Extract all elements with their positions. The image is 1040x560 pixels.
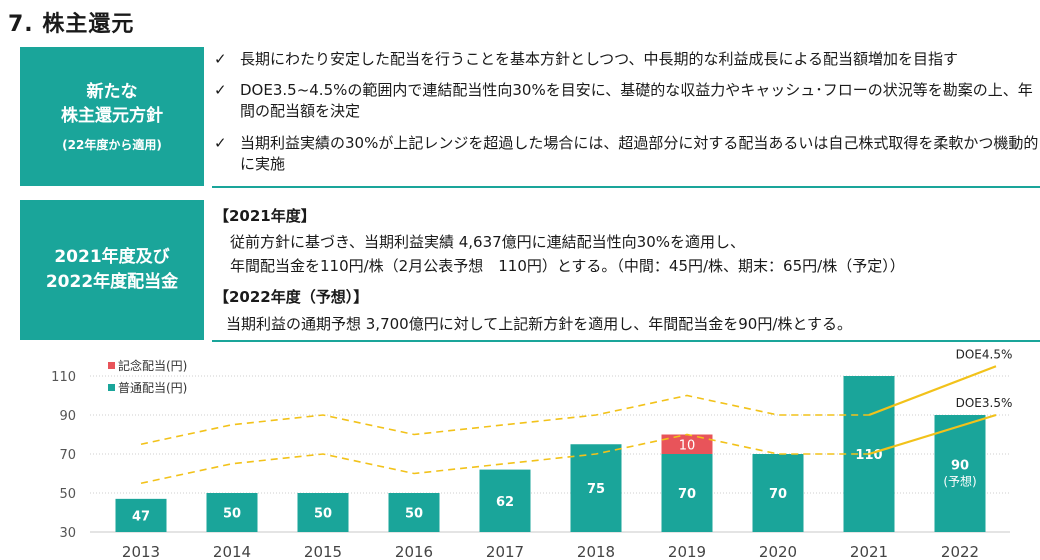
bar-value-label: 90: [951, 459, 969, 474]
bar-value-label: 50: [314, 507, 332, 522]
doe-projection-line: [868, 365, 997, 417]
y-tick-label: 30: [59, 526, 76, 541]
policy-label-line1: 新たな: [86, 82, 138, 102]
bar-value-label: 70: [769, 487, 787, 502]
policy-bullet: ✓ 長期にわたり安定した配当を行うことを基本方針としつつ、中長期的な利益成長によ…: [214, 49, 1040, 70]
bar-regular: [388, 493, 440, 532]
bar-regular: [115, 498, 167, 532]
x-tick-label: 2020: [759, 543, 797, 560]
dividend-label-line2: 2022年度配当金: [45, 272, 179, 292]
x-tick-label: 2021: [850, 543, 888, 560]
doe-projection-label: DOE3.5%: [956, 396, 1013, 410]
bar-value-label: 75: [587, 482, 605, 497]
bar-value-label: 62: [496, 495, 514, 510]
y-tick-label: 110: [51, 370, 76, 385]
x-tick-label: 2019: [668, 543, 706, 560]
policy-bullet-text: 当期利益実績の30%が上記レンジを超過した場合には、超過部分に対する配当あるいは…: [240, 134, 1039, 173]
bar-regular: [206, 493, 258, 532]
check-icon: ✓: [214, 81, 227, 99]
bar-regular: [479, 469, 531, 532]
check-icon: ✓: [214, 50, 227, 68]
bar-regular: [661, 454, 713, 532]
bar-commemorative: [661, 434, 713, 454]
policy-bullet-text: 長期にわたり安定した配当を行うことを基本方針としつつ、中長期的な利益成長による配…: [240, 50, 959, 68]
x-tick-label: 2022: [941, 543, 979, 560]
y-tick-label: 90: [59, 409, 76, 424]
bar-value-label: 70: [678, 487, 696, 502]
bar-value-label: 50: [223, 507, 241, 522]
dividend-chart: 30 50 70 90 110 47 2013 50 2014 50 2015 50 2016 62 201…: [51, 347, 1013, 560]
fy2021-line2: 年間配当金を110円/株（2月公表予想 110円）とする。（中間：45円/株、期…: [230, 257, 905, 275]
y-tick-label: 70: [59, 448, 76, 463]
bar-regular: [297, 493, 349, 532]
x-tick-label: 2018: [577, 543, 615, 560]
fy2022-heading: 【2022年度（予想）】: [214, 288, 369, 306]
policy-label-box: 新たな 株主還元方針 (22年度から適用): [20, 47, 204, 186]
legend-swatch-regular: [108, 384, 115, 391]
doe-projection-line: [868, 413, 997, 456]
doe-projection-label: DOE4.5%: [956, 347, 1013, 361]
legend-swatch-commemorative: [108, 362, 115, 369]
dividend-label-line1: 2021年度及び: [54, 247, 170, 267]
section-divider: [212, 186, 1040, 188]
policy-label-note: (22年度から適用): [62, 138, 162, 152]
policy-bullet-text: DOE3.5~4.5%の範囲内で連結配当性向30%を目安に、基礎的な収益力やキャ…: [240, 81, 1033, 120]
x-tick-label: 2016: [395, 543, 433, 560]
bar-regular: [934, 415, 986, 532]
dividend-label-box: 2021年度及び 2022年度配当金: [20, 200, 204, 340]
bar-value-label: 50: [405, 507, 423, 522]
policy-label-line2: 株主還元方針: [61, 106, 163, 126]
bar-regular: [570, 444, 622, 532]
legend-label: 記念配当(円): [118, 358, 187, 373]
bar-value-label: 47: [132, 509, 150, 524]
page-title: 7. 株主還元: [8, 12, 135, 37]
section-divider: [212, 340, 1040, 342]
bar-sublabel: (予想): [943, 474, 976, 489]
x-tick-label: 2014: [213, 543, 251, 560]
x-tick-label: 2017: [486, 543, 524, 560]
fy2021-line1: 従前方針に基づき、当期利益実績 4,637億円に連結配当性向30%を適用し、: [230, 233, 746, 251]
doe-line: [140, 433, 869, 485]
bar-commemorative-label: 10: [679, 438, 696, 453]
doe-line: [140, 394, 869, 446]
fy2022-line1: 当期利益の通期予想 3,700億円に対して上記新方針を適用し、年間配当金を90円…: [226, 315, 852, 333]
check-icon: ✓: [214, 134, 227, 152]
policy-bullet: ✓ 当期利益実績の30%が上記レンジを超過した場合には、超過部分に対する配当ある…: [214, 133, 1040, 175]
fy2021-heading: 【2021年度】: [214, 207, 316, 225]
policy-bullet: ✓ DOE3.5~4.5%の範囲内で連結配当性向30%を目安に、基礎的な収益力や…: [214, 80, 1040, 122]
y-tick-label: 50: [59, 487, 76, 502]
legend-label: 普通配当(円): [118, 381, 187, 395]
x-tick-label: 2013: [122, 543, 160, 560]
bar-regular: [752, 454, 804, 532]
x-tick-label: 2015: [304, 543, 342, 560]
